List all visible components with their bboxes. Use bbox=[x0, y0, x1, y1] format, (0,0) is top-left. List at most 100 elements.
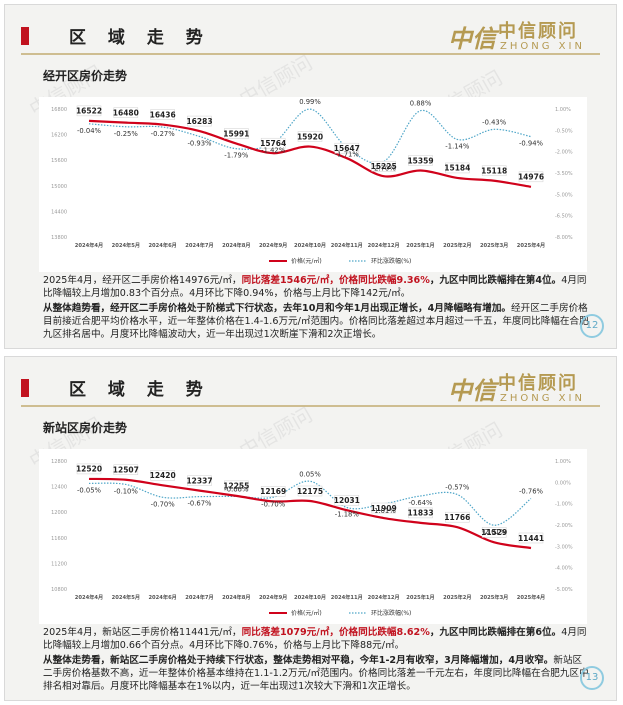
left-tick-label: 16200 bbox=[51, 133, 67, 139]
trend-lead: 从整体走势看，新站区二手房价格处于持续下行状态，整体走势相对平稳，今年1-2月有… bbox=[43, 655, 554, 666]
pct-label: -0.70% bbox=[261, 500, 286, 508]
right-tick-label: -8.00% bbox=[555, 235, 573, 241]
legend-pct-label: 环比涨跌幅(%) bbox=[371, 609, 411, 617]
header-divider bbox=[21, 405, 600, 407]
x-tick-label: 2024年4月 bbox=[75, 593, 103, 601]
x-tick-label: 2024年7月 bbox=[185, 241, 213, 249]
price-label-box bbox=[113, 464, 139, 476]
price-label: 15920 bbox=[297, 132, 323, 141]
pct-label: -2.70% bbox=[372, 165, 397, 173]
chart-subtitle: 新站区房价走势 bbox=[43, 421, 128, 435]
price-label-box bbox=[445, 511, 470, 523]
chart-subtitle: 经开区房价走势 bbox=[43, 69, 128, 83]
pct-label: -0.93% bbox=[187, 139, 212, 147]
left-tick-label: 13800 bbox=[51, 235, 67, 241]
pct-change-line bbox=[88, 108, 532, 164]
price-label-box bbox=[408, 507, 433, 519]
summary-paragraph: 2025年4月，新站区二手房价格11441元/㎡，同比落差1079元/㎡，价格同… bbox=[43, 626, 591, 652]
price-label-box bbox=[445, 162, 470, 174]
price-line bbox=[88, 477, 532, 550]
price-label: 16522 bbox=[76, 107, 102, 116]
summary-text: 2025年4月，新站区二手房价格11441元/㎡， bbox=[43, 627, 242, 638]
price-label: 16436 bbox=[150, 110, 176, 119]
x-tick-label: 2024年6月 bbox=[148, 241, 176, 249]
price-label-box bbox=[481, 527, 507, 538]
x-tick-label: 2024年10月 bbox=[294, 593, 326, 601]
right-tick-label: 1.00% bbox=[555, 459, 571, 465]
right-tick-label: -2.00% bbox=[555, 150, 573, 156]
price-label: 14976 bbox=[518, 173, 544, 182]
right-tick-label: -2.00% bbox=[555, 523, 573, 529]
price-label-box bbox=[518, 171, 544, 183]
left-tick-label: 12400 bbox=[51, 485, 67, 491]
price-label-box bbox=[408, 155, 433, 166]
pct-label: -0.70% bbox=[151, 500, 176, 508]
price-trend-chart: 16800 16200 15600 15000 14400 13800 1.00% -0.50… bbox=[39, 97, 587, 272]
x-tick-label: 2024年4月 bbox=[75, 241, 103, 249]
price-label-box bbox=[260, 137, 286, 149]
trend-paragraph: 从整体走势看，新站区二手房价格处于持续下行状态，整体走势相对平稳，今年1-2月有… bbox=[43, 654, 591, 694]
slide-xinzhan: 中信顾问 中信顾问 中信顾问 区 域 走 势 中信 中信顾问 ZHONG XIN… bbox=[4, 356, 617, 701]
price-label-box bbox=[76, 463, 102, 475]
pct-label: -0.25% bbox=[114, 130, 139, 138]
logo-en: ZHONG XIN bbox=[500, 41, 585, 52]
price-label: 11441 bbox=[518, 534, 544, 543]
price-label: 16480 bbox=[113, 108, 139, 117]
left-tick-label: 10800 bbox=[51, 587, 67, 593]
trend-text: 新站区二手房价格基数不高，近一年整体价格基本维持在1.1-1.2万元/㎡范围内。… bbox=[43, 655, 589, 693]
page-number: 13 bbox=[580, 666, 604, 690]
price-label: 11833 bbox=[407, 509, 433, 518]
legend-price-label: 价格(元/㎡) bbox=[291, 257, 322, 265]
price-label: 15359 bbox=[407, 156, 433, 165]
logo-mark: 中信 bbox=[448, 24, 496, 53]
price-label: 12169 bbox=[260, 487, 286, 496]
price-label: 15118 bbox=[481, 167, 507, 176]
x-tick-label: 2024年12月 bbox=[368, 241, 400, 249]
company-logo: 中信 中信顾问 ZHONG XIN bbox=[448, 369, 598, 407]
x-tick-label: 2025年1月 bbox=[406, 241, 434, 249]
section-title: 区 域 走 势 bbox=[69, 380, 211, 400]
pct-label: 0.99% bbox=[299, 98, 321, 106]
pct-label: -0.94% bbox=[519, 140, 544, 148]
price-label-box bbox=[371, 502, 396, 514]
right-tick-label: -5.00% bbox=[555, 587, 573, 593]
price-label-box bbox=[481, 165, 507, 177]
price-label-box bbox=[224, 480, 249, 492]
left-tick-label: 12800 bbox=[51, 459, 67, 465]
price-label: 11766 bbox=[444, 513, 470, 522]
trend-paragraph: 从整体趋势看，经开区二手房价格处于阶梯式下行状态，去年10月和今年1月出现正增长… bbox=[43, 302, 591, 342]
left-tick-label: 12000 bbox=[51, 510, 67, 516]
company-logo: 中信 中信顾问 ZHONG XIN bbox=[448, 17, 598, 55]
x-tick-label: 2025年4月 bbox=[517, 593, 545, 601]
pct-label: -0.04% bbox=[77, 127, 102, 135]
pct-label: -1.79% bbox=[224, 152, 249, 160]
price-label-box bbox=[187, 115, 212, 127]
pct-label: -1.14% bbox=[445, 142, 470, 150]
price-label-box bbox=[334, 142, 360, 154]
x-tick-label: 2024年11月 bbox=[331, 241, 363, 249]
price-line bbox=[88, 119, 532, 188]
price-label-box bbox=[297, 131, 323, 142]
pct-label: -0.76% bbox=[519, 488, 544, 496]
x-tick-label: 2024年5月 bbox=[112, 593, 140, 601]
left-tick-label: 15000 bbox=[51, 184, 67, 190]
price-label: 15991 bbox=[223, 129, 249, 138]
pct-label: -0.57% bbox=[445, 483, 470, 491]
summary-rank: ，九区中同比跌幅排在第6位。 bbox=[429, 627, 562, 638]
right-tick-label: -6.50% bbox=[555, 214, 573, 220]
price-label: 12175 bbox=[297, 487, 323, 496]
price-label: 12255 bbox=[223, 482, 249, 491]
price-label: 12337 bbox=[186, 476, 212, 485]
price-label-box bbox=[260, 486, 286, 497]
price-label: 11529 bbox=[481, 528, 507, 537]
left-tick-label: 14400 bbox=[51, 209, 67, 215]
price-label-box bbox=[113, 107, 139, 118]
summary-rank: ，九区中同比跌幅排在第4位。 bbox=[429, 275, 562, 286]
left-tick-label: 15600 bbox=[51, 158, 67, 164]
pct-label: -0.27% bbox=[151, 130, 176, 138]
price-label-box bbox=[371, 160, 396, 172]
right-tick-label: -4.00% bbox=[555, 566, 573, 572]
price-label: 11909 bbox=[371, 504, 397, 513]
x-tick-label: 2024年7月 bbox=[185, 593, 213, 601]
price-label-box bbox=[76, 105, 102, 117]
